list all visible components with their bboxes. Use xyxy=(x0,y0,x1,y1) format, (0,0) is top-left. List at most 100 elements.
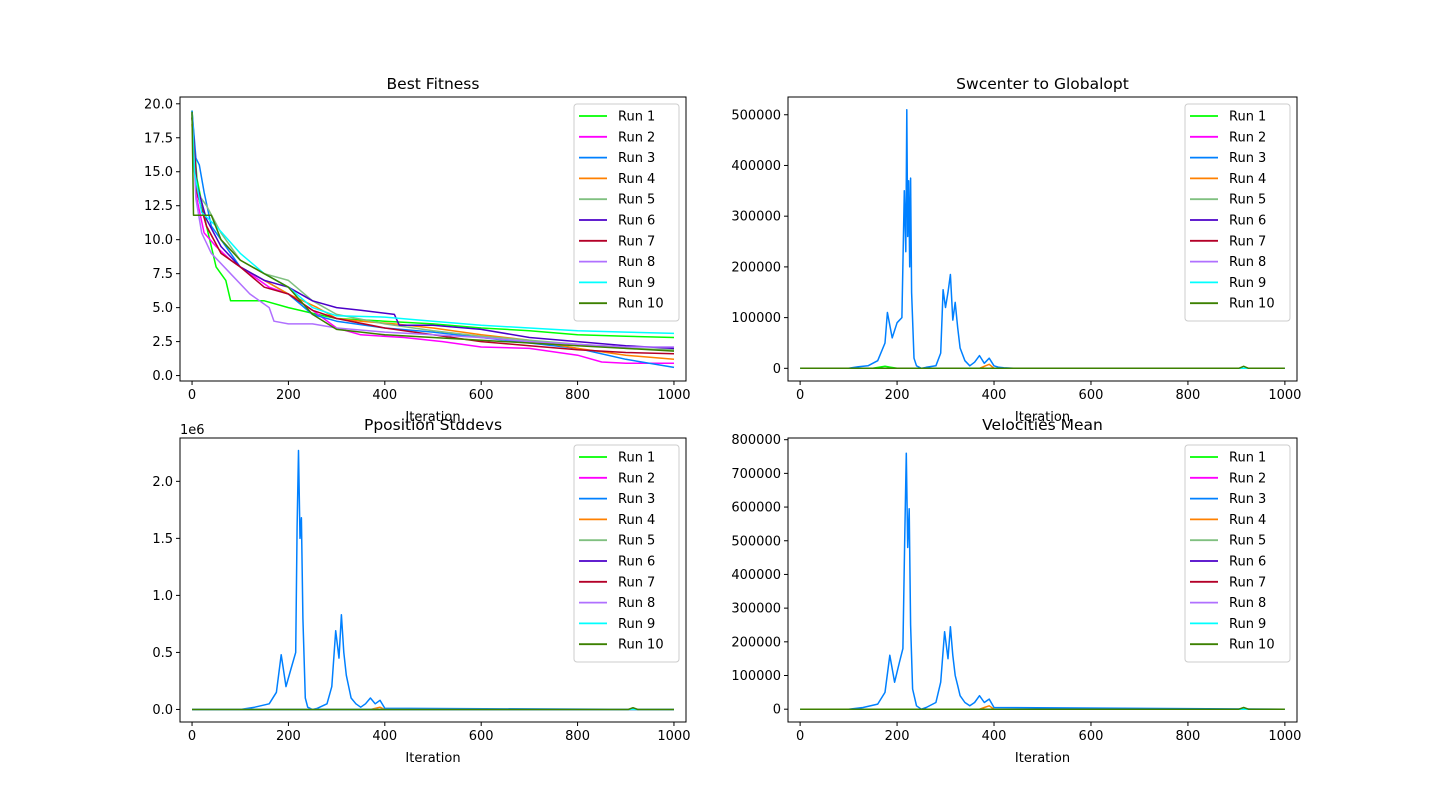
y-tick-label: 1.5 xyxy=(152,532,173,547)
legend-entry: Run 2 xyxy=(618,130,655,145)
legend-entry: Run 9 xyxy=(618,617,655,632)
x-tick-label: 400 xyxy=(372,729,397,744)
y-tick-label: 15.0 xyxy=(144,165,173,180)
chart-title: Swcenter to Globalopt xyxy=(956,75,1129,93)
legend-entry: Run 1 xyxy=(618,110,655,125)
legend-entry: Run 8 xyxy=(1229,255,1266,270)
x-tick-label: 800 xyxy=(565,388,590,403)
legend-entry: Run 3 xyxy=(1229,151,1266,166)
series-line xyxy=(191,117,675,355)
series-line xyxy=(800,365,1285,370)
x-axis-label: Iteration xyxy=(405,751,460,766)
y-tick-label: 400000 xyxy=(731,568,781,583)
legend-entry: Run 8 xyxy=(1229,596,1266,611)
x-tick-label: 200 xyxy=(276,388,301,403)
legend-entry: Run 8 xyxy=(618,596,655,611)
x-tick-label: 800 xyxy=(1176,388,1201,403)
legend-entry: Run 2 xyxy=(618,471,655,486)
x-tick-label: 200 xyxy=(276,729,301,744)
legend: Run 1 Run 2 Run 3 Run 4 Run 5 Run 6 Run 7 Run 8… xyxy=(1184,103,1291,322)
y-tick-label: 200000 xyxy=(731,260,781,275)
y-tick-label: 700000 xyxy=(731,467,781,482)
legend-entry: Run 7 xyxy=(1229,575,1266,590)
y-tick-label: 100000 xyxy=(731,311,781,326)
legend-entry: Run 10 xyxy=(618,297,664,312)
legend-entry: Run 4 xyxy=(1229,513,1266,528)
chart-panel: 0 200 400 600 800 1000 0 100000 200000 300000 4000… xyxy=(731,75,1301,425)
legend-entry: Run 8 xyxy=(618,255,655,270)
plot-frame xyxy=(179,437,687,723)
x-tick-label: 600 xyxy=(469,729,494,744)
x-tick-label: 200 xyxy=(885,729,910,744)
y-tick-label: 0.0 xyxy=(152,369,173,384)
series-group xyxy=(192,449,675,711)
chart-panel: 0 200 400 600 800 1000 0.0 2.5 5.0 7.5 10.0 12.5 15.… xyxy=(144,75,690,425)
series-line xyxy=(191,113,674,348)
y-tick-label: 12.5 xyxy=(144,199,173,214)
legend-entry: Run 10 xyxy=(1229,638,1275,653)
x-tick-label: 1000 xyxy=(657,388,690,403)
y-tick-label: 0 xyxy=(773,703,781,718)
x-tick-label: 1000 xyxy=(1268,388,1301,403)
y-tick-label: 500000 xyxy=(731,534,781,549)
legend-entry: Run 3 xyxy=(618,492,655,507)
series-group xyxy=(800,452,1285,710)
chart-panel: 0 200 400 600 800 1000 0 100000 200000 300000 4000… xyxy=(731,416,1301,766)
legend-entry: Run 2 xyxy=(1229,471,1266,486)
legend-entry: Run 1 xyxy=(1229,451,1266,466)
x-tick-label: 0 xyxy=(188,388,196,403)
legend-entry: Run 6 xyxy=(618,214,655,229)
legend-entry: Run 7 xyxy=(618,575,655,590)
chart-title: Velocities Mean xyxy=(982,416,1103,434)
x-tick-label: 600 xyxy=(1079,729,1104,744)
x-tick-label: 600 xyxy=(469,388,494,403)
x-tick-label: 800 xyxy=(565,729,590,744)
series-line xyxy=(800,108,1285,370)
x-tick-label: 1000 xyxy=(657,729,690,744)
y-tick-label: 600000 xyxy=(731,501,781,516)
chart-title: Pposition Stddevs xyxy=(364,416,502,434)
x-tick-label: 800 xyxy=(1176,729,1201,744)
legend-entry: Run 3 xyxy=(1229,492,1266,507)
y-tick-label: 400000 xyxy=(731,159,781,174)
legend-entry: Run 5 xyxy=(618,534,655,549)
x-tick-label: 0 xyxy=(188,729,196,744)
series-line xyxy=(192,449,675,711)
legend-entry: Run 6 xyxy=(1229,214,1266,229)
x-tick-label: 400 xyxy=(372,388,397,403)
y-tick-label: 0 xyxy=(773,362,781,377)
series-line xyxy=(192,706,674,711)
x-axis-label: Iteration xyxy=(1015,410,1070,425)
x-tick-label: 400 xyxy=(982,729,1007,744)
y-tick-label: 500000 xyxy=(731,108,781,123)
series-line xyxy=(800,706,1285,710)
series-line xyxy=(191,111,675,352)
x-axis-label: Iteration xyxy=(1015,751,1070,766)
legend-entry: Run 5 xyxy=(1229,193,1266,208)
legend-entry: Run 4 xyxy=(618,513,655,528)
plot-frame xyxy=(787,437,1298,723)
plot-frame xyxy=(179,96,687,382)
legend-entry: Run 9 xyxy=(1229,276,1266,291)
legend-entry: Run 2 xyxy=(1229,130,1266,145)
legend-entry: Run 9 xyxy=(618,276,655,291)
axis-exponent-label: 1e6 xyxy=(180,423,205,438)
y-tick-label: 17.5 xyxy=(144,131,173,146)
y-tick-label: 5.0 xyxy=(152,301,173,316)
legend-entry: Run 5 xyxy=(618,193,655,208)
chart-title: Best Fitness xyxy=(387,75,480,93)
x-tick-label: 0 xyxy=(796,388,804,403)
series-line xyxy=(800,452,1285,710)
y-tick-label: 2.5 xyxy=(152,335,173,350)
x-tick-label: 1000 xyxy=(1268,729,1301,744)
y-tick-label: 100000 xyxy=(731,669,781,684)
y-tick-label: 300000 xyxy=(731,210,781,225)
legend-entry: Run 9 xyxy=(1229,617,1266,632)
legend-entry: Run 4 xyxy=(1229,172,1266,187)
legend-entry: Run 3 xyxy=(618,151,655,166)
y-tick-label: 20.0 xyxy=(144,97,173,112)
plot-frame xyxy=(787,96,1298,382)
y-tick-label: 2.0 xyxy=(152,475,173,490)
y-tick-label: 200000 xyxy=(731,635,781,650)
